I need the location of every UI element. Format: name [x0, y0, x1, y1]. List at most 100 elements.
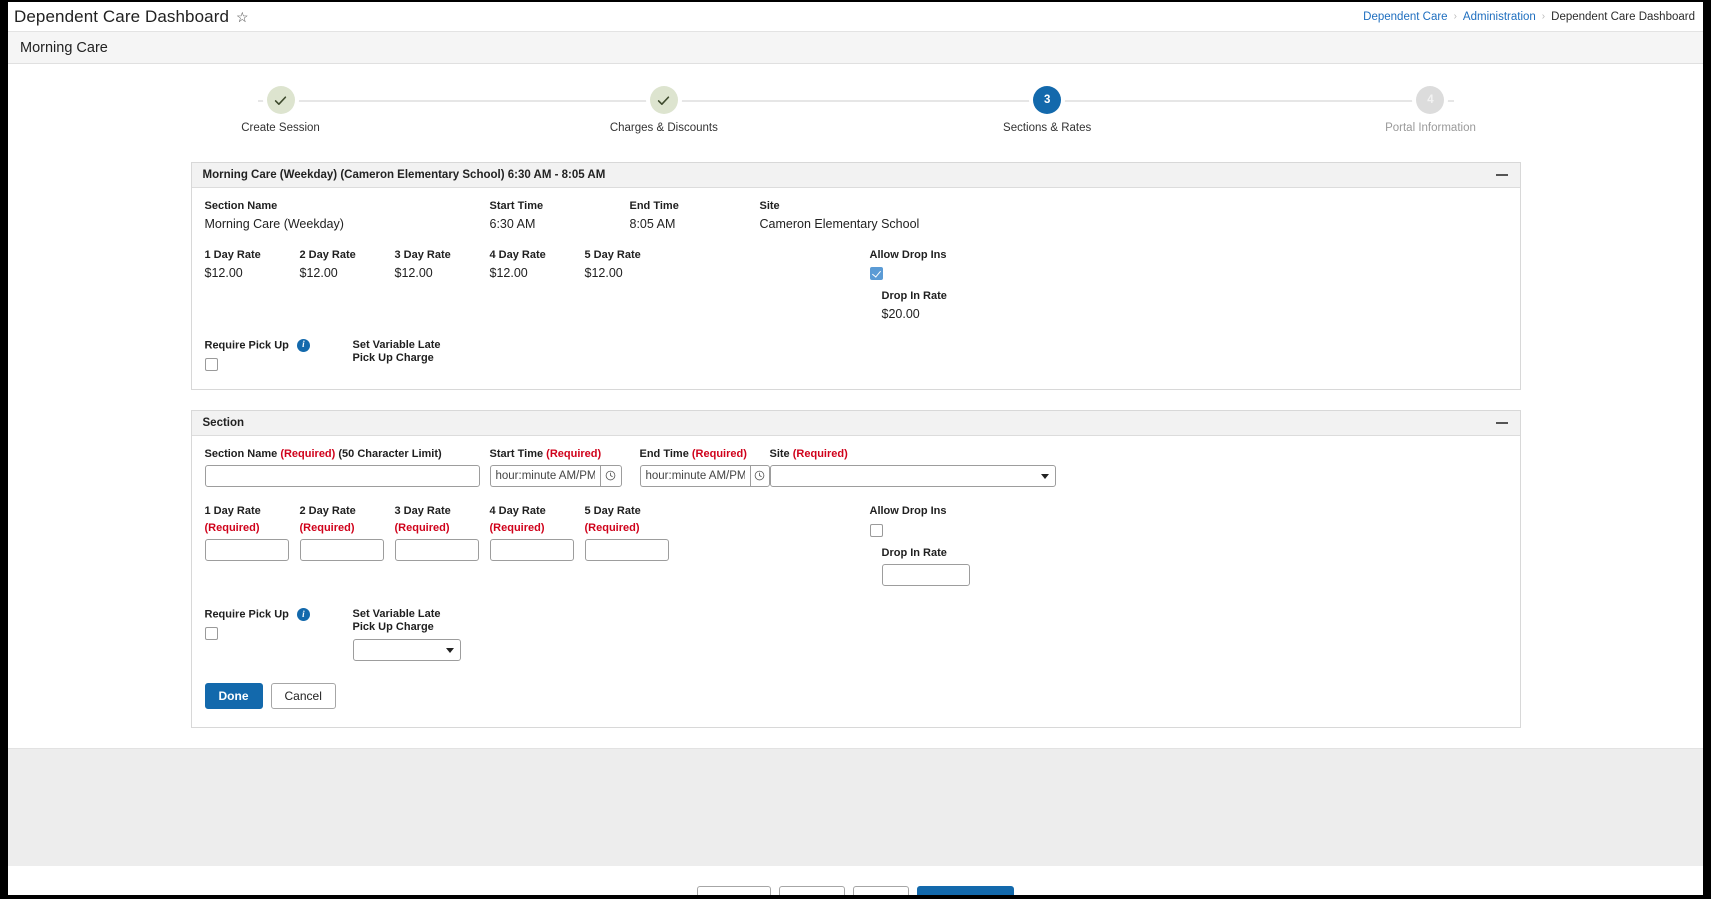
- variable-late-charge-select[interactable]: [352, 638, 461, 661]
- existing-start-time-value: 6:30 AM: [489, 216, 536, 231]
- page-title: Dependent Care Dashboard: [14, 6, 230, 26]
- existing-site-value: Cameron Elementary School: [759, 216, 920, 231]
- rate-4-input[interactable]: [489, 539, 574, 562]
- info-icon[interactable]: i: [296, 607, 310, 621]
- existing-allow-drop-ins-field: Allow Drop Ins Drop In Rate $20.00: [869, 249, 947, 321]
- drop-in-rate-input[interactable]: [881, 563, 970, 586]
- clock-icon[interactable]: [599, 464, 622, 487]
- clock-icon[interactable]: [749, 464, 770, 487]
- section-form-row-pickup: Require Pick Up i Set Variable Late Pick…: [204, 607, 1507, 661]
- cancel-button[interactable]: Cancel: [779, 886, 845, 895]
- section-form-buttons: Done Cancel: [204, 682, 1507, 709]
- rate-4-label: 4 Day Rate: [489, 504, 546, 517]
- step-charges-discounts[interactable]: Charges & Discounts: [579, 86, 749, 134]
- save-button[interactable]: Save: [852, 886, 909, 895]
- existing-rate-1-label: 1 Day Rate: [204, 248, 261, 261]
- start-time-input[interactable]: [489, 464, 600, 487]
- step-2-bubble[interactable]: [649, 86, 678, 114]
- step-4-label: Portal Information: [1385, 122, 1476, 134]
- existing-require-pickup-field: Require Pick Up i: [204, 338, 353, 372]
- rate-5-input[interactable]: [584, 539, 669, 562]
- session-title-bar: Morning Care: [8, 32, 1703, 64]
- breadcrumb-item-administration[interactable]: Administration: [1462, 10, 1536, 23]
- stepper-connector-line: [257, 100, 1454, 102]
- step-sections-rates[interactable]: 3 Sections & Rates: [962, 86, 1132, 134]
- allow-drop-ins-checkbox-wrap: [869, 523, 970, 537]
- existing-section-card: Morning Care (Weekday) (Cameron Elementa…: [190, 162, 1521, 391]
- section-form-card-header[interactable]: Section: [191, 411, 1520, 437]
- existing-end-time-label: End Time: [629, 200, 679, 212]
- section-name-label-wrap: Section Name (Required) (50 Character Li…: [205, 448, 490, 462]
- rate-5-field: 5 Day Rate (Required): [584, 505, 680, 562]
- step-4-bubble[interactable]: 4: [1416, 86, 1445, 114]
- rate-1-field: 1 Day Rate (Required): [204, 505, 300, 562]
- rate-4-field: 4 Day Rate (Required): [489, 504, 585, 562]
- allow-drop-ins-checkbox[interactable]: [869, 523, 883, 537]
- existing-section-name-field: Section Name Morning Care (Weekday): [205, 200, 490, 231]
- minus-icon[interactable]: [1495, 416, 1509, 430]
- step-1-bubble[interactable]: [266, 86, 295, 114]
- info-icon[interactable]: i: [296, 338, 310, 352]
- end-time-input-group: [639, 464, 770, 487]
- footer-action-bar: Previous Cancel Save Save & Next: [8, 865, 1703, 895]
- rate-3-label: 3 Day Rate: [394, 504, 451, 517]
- section-name-required-flag: (Required): [280, 448, 336, 461]
- previous-button[interactable]: Previous: [696, 886, 772, 895]
- rate-4-required-flag: (Required): [489, 521, 545, 534]
- require-pickup-checkbox-wrap: [204, 626, 353, 641]
- step-3-bubble[interactable]: 3: [1033, 86, 1062, 114]
- existing-section-card-header[interactable]: Morning Care (Weekday) (Cameron Elementa…: [191, 163, 1520, 188]
- allow-drop-ins-field: Allow Drop Ins Drop In Rate: [869, 505, 970, 586]
- save-and-next-button[interactable]: Save & Next: [916, 886, 1015, 895]
- section-name-input[interactable]: [204, 464, 480, 487]
- existing-rate-1-field: 1 Day Rate $12.00: [205, 249, 300, 280]
- rate-1-input[interactable]: [204, 539, 289, 562]
- rate-2-required-flag: (Required): [299, 521, 355, 534]
- existing-variable-late-field: Set Variable Late Pick Up Charge: [353, 339, 503, 370]
- site-field: Site (Required): [769, 448, 1070, 487]
- rate-2-input[interactable]: [299, 539, 384, 562]
- existing-section-card-body: Section Name Morning Care (Weekday) Star…: [192, 188, 1520, 389]
- existing-section-card-title: Morning Care (Weekday) (Cameron Elementa…: [202, 169, 606, 181]
- step-2-label: Charges & Discounts: [609, 122, 718, 134]
- site-label: Site: [769, 448, 790, 461]
- existing-rate-4-label: 4 Day Rate: [489, 248, 546, 261]
- existing-section-name-value: Morning Care (Weekday): [204, 216, 344, 231]
- cancel-section-button[interactable]: Cancel: [270, 682, 336, 709]
- main-content: Morning Care (Weekday) (Cameron Elementa…: [8, 144, 1703, 895]
- wizard-stepper: Create Session Charges & Discounts 3 Sec…: [196, 86, 1516, 134]
- check-icon: [274, 95, 287, 105]
- existing-require-pickup-label: Require Pick Up: [204, 338, 289, 351]
- end-time-input[interactable]: [639, 464, 750, 487]
- existing-rate-5-label: 5 Day Rate: [584, 248, 641, 261]
- existing-allow-drop-ins-checkbox[interactable]: [869, 266, 883, 280]
- section-form-card-body: Section Name (Required) (50 Character Li…: [192, 436, 1520, 727]
- existing-allow-drop-ins-checkbox-wrap: [869, 266, 947, 280]
- end-time-field: End Time (Required): [639, 448, 770, 487]
- minus-icon[interactable]: [1495, 168, 1509, 182]
- breadcrumb-item-dependent-care[interactable]: Dependent Care: [1363, 10, 1448, 23]
- top-bar-left: Dependent Care Dashboard ☆: [14, 7, 249, 27]
- existing-drop-in-rate-value: $20.00: [881, 306, 920, 321]
- existing-drop-in-rate-field: Drop In Rate $20.00: [882, 290, 947, 321]
- rate-3-input[interactable]: [394, 539, 479, 562]
- section-name-label: Section Name: [204, 448, 278, 461]
- breadcrumb-separator-icon: ›: [1453, 11, 1457, 22]
- existing-end-time-field: End Time 8:05 AM: [630, 200, 760, 231]
- existing-start-time-label: Start Time: [489, 200, 544, 212]
- existing-rate-3-label: 3 Day Rate: [394, 248, 451, 261]
- step-create-session[interactable]: Create Session: [196, 86, 366, 134]
- done-button[interactable]: Done: [204, 682, 263, 709]
- section-form-row-rates: 1 Day Rate (Required) 2 Day Rate (Requir…: [204, 504, 1507, 586]
- section-form-card: Section Section Name (Required) (50 Char…: [190, 410, 1521, 728]
- existing-require-pickup-checkbox[interactable]: [204, 358, 218, 372]
- section-name-character-limit: (50 Character Limit): [338, 448, 442, 461]
- existing-drop-in-rate-label: Drop In Rate: [881, 289, 947, 302]
- existing-rate-4-field: 4 Day Rate $12.00: [490, 249, 585, 280]
- favorite-star-icon[interactable]: ☆: [236, 8, 249, 25]
- chevron-down-icon: [1040, 473, 1049, 479]
- site-select[interactable]: [769, 464, 1056, 487]
- require-pickup-checkbox[interactable]: [204, 627, 218, 641]
- existing-rate-3-value: $12.00: [394, 265, 433, 280]
- step-portal-information[interactable]: 4 Portal Information: [1345, 86, 1515, 134]
